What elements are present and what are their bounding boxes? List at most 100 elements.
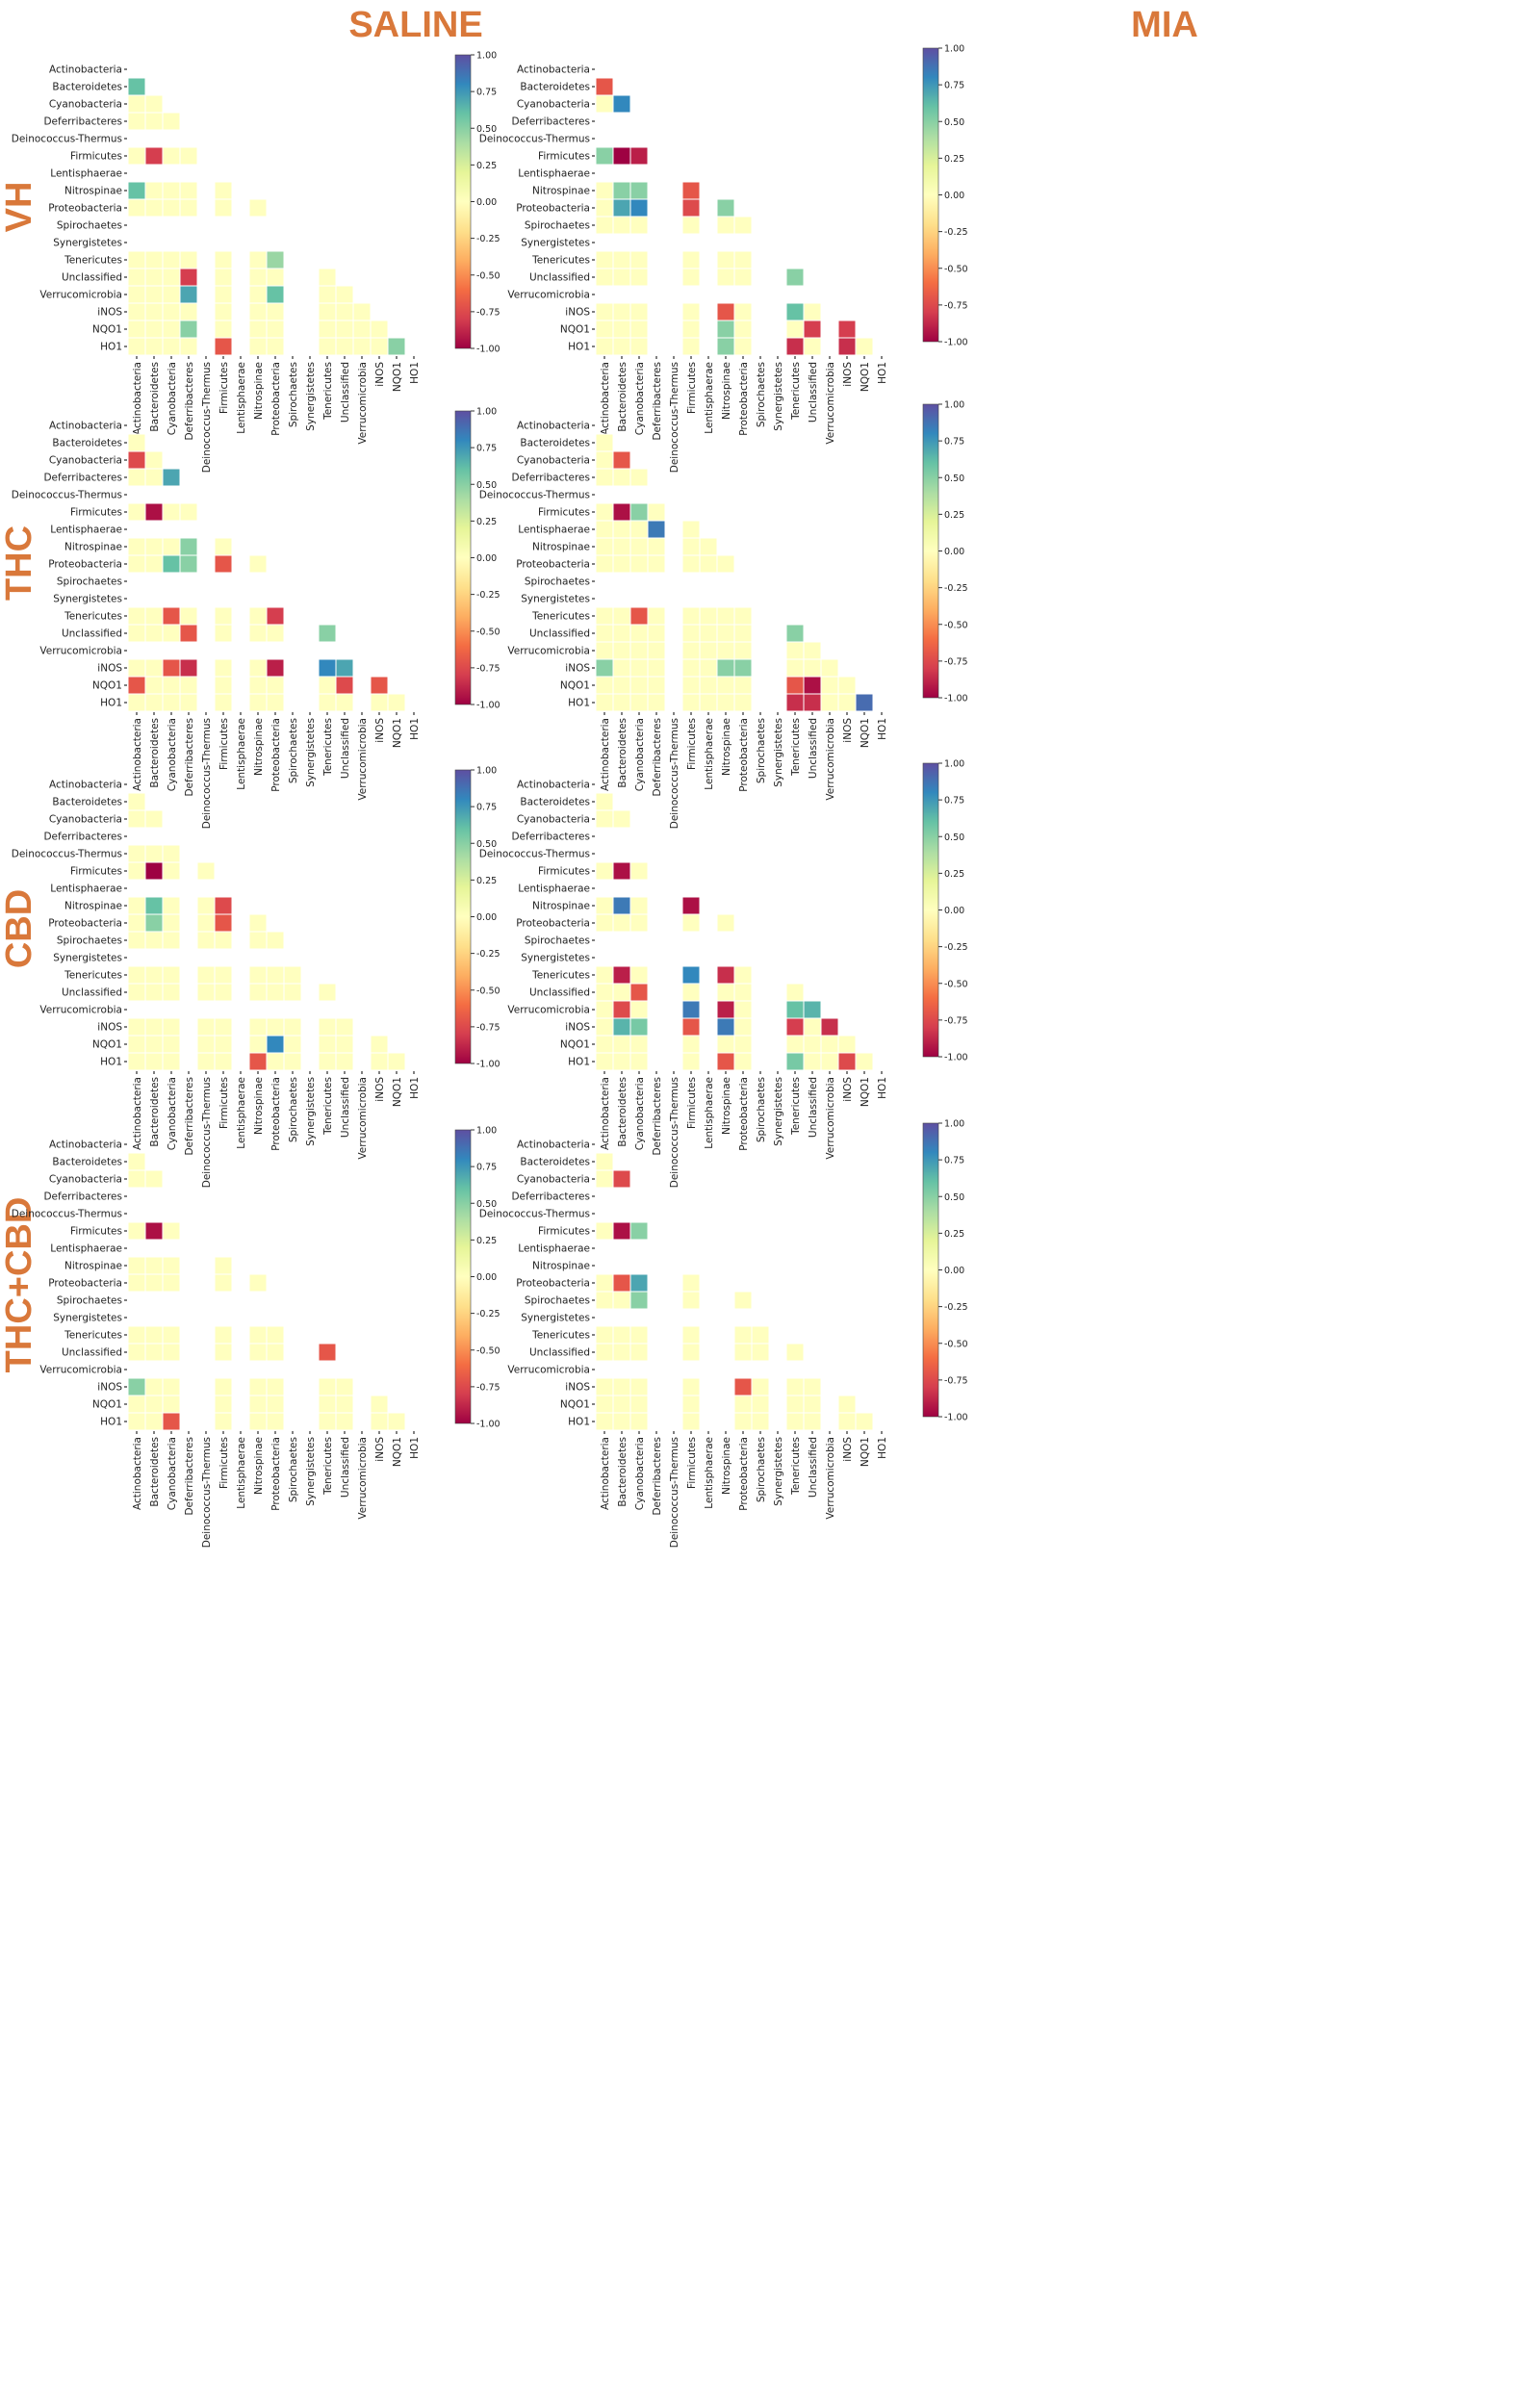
heatmap-cell xyxy=(162,502,181,522)
colorbar-gradient xyxy=(922,762,939,1058)
x-tick-label: Proteobacteria xyxy=(738,718,750,792)
heatmap-cell xyxy=(699,554,718,574)
heatmap-cell xyxy=(266,624,285,643)
heatmap-cell xyxy=(162,112,181,131)
y-tick-label: Firmicutes xyxy=(538,151,590,163)
heatmap-cell xyxy=(248,931,268,950)
y-tick-label: Spirochaetes xyxy=(57,220,122,232)
heatmap-cell xyxy=(248,554,268,574)
colorbar-tick-label: 0.75 xyxy=(476,1163,497,1173)
heatmap-cell xyxy=(629,554,649,574)
heatmap-cell xyxy=(248,1325,268,1345)
colorbar-tick-label: 0.00 xyxy=(944,547,964,557)
x-tick-label: HO1 xyxy=(877,1437,888,1459)
y-tick-label: Unclassified xyxy=(62,1347,122,1359)
row-title-cbd: CBD xyxy=(0,889,39,968)
heatmap-cell xyxy=(629,1412,649,1431)
x-tick-label: Proteobacteria xyxy=(738,1437,750,1511)
heatmap-cell xyxy=(681,1291,701,1310)
x-tick-label: Verrucomicrobia xyxy=(357,362,369,445)
heatmap-cell xyxy=(612,1052,631,1071)
heatmap-cell xyxy=(162,1395,181,1414)
colorbar-tick-label: 0.00 xyxy=(476,197,497,208)
heatmap-cell xyxy=(196,1017,216,1037)
colorbar-tick-label: -0.50 xyxy=(944,620,968,630)
heatmap-cell xyxy=(127,983,146,1002)
heatmap-cell xyxy=(144,1377,164,1396)
heatmap-cell xyxy=(179,693,198,712)
heatmap-cell xyxy=(162,931,181,950)
x-tick-label: Actinobacteria xyxy=(132,362,143,435)
heatmap-cell xyxy=(803,302,822,321)
colorbar: 1.00 0.75 0.50 0.25 0.00 -0.25 -0.50 -0.75 -1.00 xyxy=(922,1119,968,1423)
heatmap-cell xyxy=(595,537,614,556)
heatmap-cell xyxy=(716,606,735,626)
x-tick-label: NQO1 xyxy=(860,362,871,392)
heatmap-cell xyxy=(144,537,164,556)
colorbar-tick-label: 0.50 xyxy=(944,474,964,484)
colorbar-tick-label: -0.75 xyxy=(944,656,968,667)
x-tick-label: NQO1 xyxy=(392,718,403,748)
heatmap-cell xyxy=(629,468,649,487)
heatmap-cell xyxy=(681,554,701,574)
heatmap-cell xyxy=(595,268,614,287)
heatmap-cell xyxy=(612,983,631,1002)
y-tick-label: Actinobacteria xyxy=(49,780,122,791)
heatmap-cell xyxy=(214,250,233,269)
y-tick-label: Spirochaetes xyxy=(57,935,122,947)
heatmap-cell xyxy=(162,468,181,487)
heatmap-cell xyxy=(681,337,701,356)
x-tick-label: HO1 xyxy=(877,362,888,384)
heatmap-cell xyxy=(733,268,753,287)
heatmap-cell xyxy=(335,1395,354,1414)
heatmap-cell xyxy=(681,268,701,287)
heatmap-cell xyxy=(127,112,146,131)
x-tick-label: Synergistetes xyxy=(305,1437,317,1506)
colorbar-tick-label: 0.25 xyxy=(476,161,497,171)
colorbar-tick-label: 1.00 xyxy=(944,759,964,770)
y-tick-label: Actinobacteria xyxy=(517,64,590,76)
x-tick-label: Deinococcus-Thermus xyxy=(669,718,680,829)
heatmap-cell xyxy=(127,844,146,863)
y-tick-label: Deferribacteres xyxy=(43,1191,122,1203)
heatmap-cell xyxy=(595,1169,614,1189)
heatmap-cell xyxy=(266,1052,285,1071)
heatmap-cell xyxy=(595,146,614,166)
heatmap-cell xyxy=(214,931,233,950)
heatmap-cell xyxy=(716,198,735,218)
y-tick-label: Tenericutes xyxy=(64,611,122,623)
heatmap-cell xyxy=(144,1052,164,1071)
heatmap-cell xyxy=(144,1325,164,1345)
heatmap-cell xyxy=(751,1377,770,1396)
heatmap-cell xyxy=(162,606,181,626)
colorbar-tick-label: -0.25 xyxy=(476,590,500,601)
y-tick-label: Lentisphaerae xyxy=(518,884,590,895)
heatmap-cell xyxy=(629,537,649,556)
x-tick-label: Nitrospinae xyxy=(253,1437,265,1495)
heatmap-cell xyxy=(127,1152,146,1171)
x-tick-label: NQO1 xyxy=(860,1077,871,1107)
heatmap-cell xyxy=(144,913,164,933)
heatmap-cell xyxy=(716,320,735,339)
x-tick-label: Deinococcus-Thermus xyxy=(201,1077,213,1188)
y-tick-label: Verrucomicrobia xyxy=(39,646,122,657)
x-tick-label: HO1 xyxy=(877,718,888,740)
y-tick-label: Tenericutes xyxy=(64,255,122,267)
heatmap-cell xyxy=(127,1017,146,1037)
heatmap-cell xyxy=(266,1412,285,1431)
heatmap-cell xyxy=(595,658,614,678)
heatmap-cell xyxy=(595,1377,614,1396)
heatmap-cell xyxy=(681,1395,701,1414)
heatmap-cell xyxy=(162,1256,181,1275)
heatmap-cell xyxy=(716,641,735,660)
y-tick-label: Lentisphaerae xyxy=(50,525,122,536)
y-tick-label: HO1 xyxy=(100,698,122,709)
heatmap-cell xyxy=(629,693,649,712)
colorbar-tick-label: -0.75 xyxy=(476,1022,500,1033)
heatmap-cell xyxy=(629,965,649,985)
heatmap-cell xyxy=(595,450,614,470)
heatmap-cell xyxy=(335,1377,354,1396)
x-tick-label: Deferribacteres xyxy=(184,718,195,797)
heatmap-cell xyxy=(612,896,631,915)
